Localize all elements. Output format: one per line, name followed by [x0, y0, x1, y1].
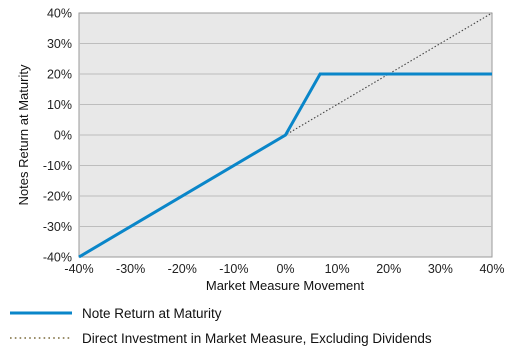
y-tick-label: 10% — [47, 98, 72, 112]
x-tick-label: 40% — [479, 262, 504, 276]
legend: Note Return at Maturity Direct Investmen… — [10, 306, 432, 346]
series-line-direct-investment — [78, 12, 493, 258]
series-layer — [78, 12, 493, 259]
x-axis-ticks: -40% -30% -20% -10% 0% 10% 20% 30% 40% — [64, 262, 504, 276]
y-tick-label: 30% — [47, 37, 72, 51]
x-tick-label: -40% — [64, 262, 93, 276]
y-tick-label: -10% — [43, 159, 72, 173]
x-tick-label: 10% — [325, 262, 350, 276]
series-line-note-return — [78, 72, 492, 259]
x-axis-title: Market Measure Movement — [206, 278, 365, 293]
y-tick-label: 40% — [47, 7, 72, 21]
x-tick-label: -10% — [219, 262, 248, 276]
y-axis-title: Notes Return at Maturity — [16, 64, 31, 205]
x-tick-label: -30% — [116, 262, 145, 276]
y-tick-label: -20% — [43, 190, 72, 204]
legend-label-note-return: Note Return at Maturity — [82, 306, 222, 321]
x-tick-label: -20% — [168, 262, 197, 276]
y-axis-ticks: -40% -30% -20% -10% 0% 10% 20% 30% 40% — [43, 7, 72, 265]
y-tick-label: 0% — [54, 129, 72, 143]
x-tick-label: 20% — [376, 262, 401, 276]
y-tick-label: -30% — [43, 220, 72, 234]
legend-label-direct-investment: Direct Investment in Market Measure, Exc… — [82, 331, 432, 346]
y-tick-label: -40% — [43, 251, 72, 265]
x-tick-label: 0% — [276, 262, 294, 276]
y-tick-label: 20% — [47, 68, 72, 82]
x-tick-label: 30% — [428, 262, 453, 276]
